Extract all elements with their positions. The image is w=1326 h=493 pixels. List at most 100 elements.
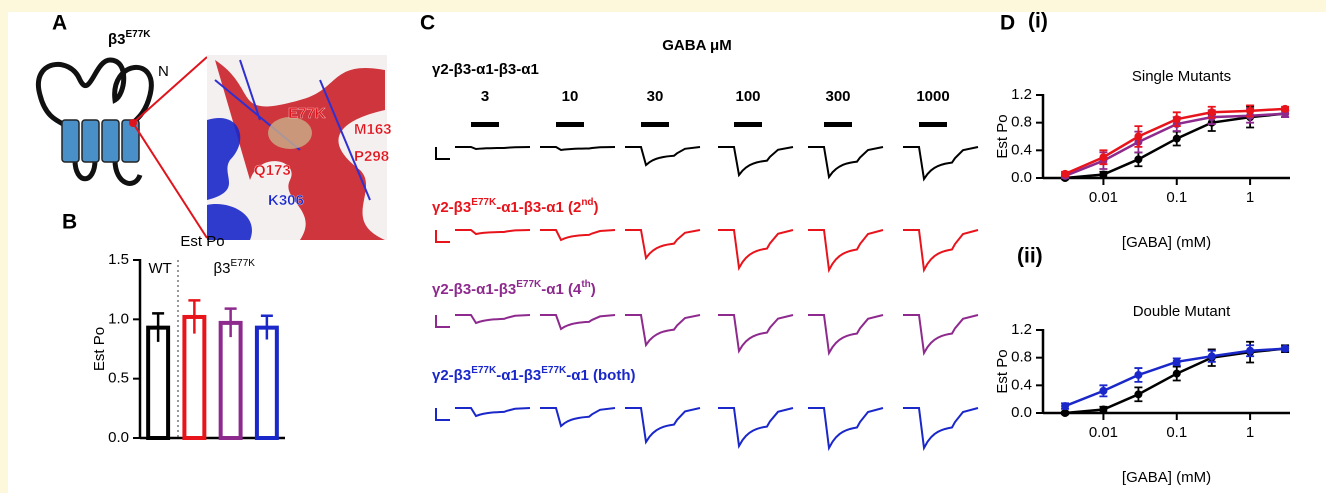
- annotation: WT: [148, 260, 171, 277]
- text-segment: th: [581, 279, 590, 290]
- text-segment: nd: [581, 197, 593, 208]
- data-point: [1099, 405, 1108, 414]
- current-trace: [718, 146, 794, 178]
- annotation-text: β3: [214, 260, 231, 277]
- text-segment: E77K: [541, 365, 567, 376]
- data-point: [1134, 370, 1143, 379]
- text-segment: E77K: [471, 197, 497, 208]
- error-bar: [260, 314, 273, 340]
- text-segment: γ2-β3-α1-β3: [432, 281, 516, 298]
- current-trace: [455, 146, 531, 151]
- current-trace: [808, 407, 884, 452]
- concentration: 100: [735, 88, 760, 105]
- current-trace: [718, 314, 794, 354]
- y-axis-label: Est Po: [994, 349, 1011, 393]
- annotation: β3E77K: [214, 258, 256, 277]
- chart-label: (i): [1028, 10, 1048, 33]
- x-tick-label: 0.1: [1166, 424, 1187, 441]
- data-point: [1207, 108, 1216, 117]
- protein-loop: [72, 159, 143, 186]
- data-point: [1281, 104, 1290, 113]
- data-point: [1061, 402, 1070, 411]
- construct-label: γ2-β3E77K-α1-β3-α1 (2nd): [432, 197, 599, 216]
- current-trace: [625, 146, 701, 167]
- current-trace: [903, 146, 979, 182]
- text-segment: γ2-β3: [432, 199, 471, 216]
- terminus: N: [158, 63, 169, 80]
- x-tick-label: 0.01: [1089, 424, 1118, 441]
- text-segment: ): [594, 199, 599, 216]
- structure-image: [207, 55, 387, 240]
- current-trace: [540, 229, 616, 242]
- text-segment: γ2-β3: [432, 367, 471, 384]
- panel-label: A: [52, 12, 67, 35]
- x-axis-label: [GABA] (mM): [1122, 234, 1211, 251]
- concentration: 3: [481, 88, 489, 105]
- construct-label: γ2-β3-α1-β3-α1: [432, 61, 539, 78]
- zoom-line: [132, 56, 208, 124]
- y-axis-label: Est Po: [91, 327, 108, 371]
- data-point: [1061, 409, 1070, 417]
- data-point: [1246, 106, 1255, 115]
- y-tick-label: 1.0: [108, 310, 129, 327]
- data-point: [1134, 132, 1143, 141]
- scale-bar: [435, 230, 450, 243]
- residue-label: P298: [354, 148, 389, 165]
- chart-title: Est Po: [180, 233, 224, 250]
- axis-title: GABA μM: [662, 37, 731, 54]
- current-trace: [455, 229, 531, 236]
- protein: β3: [108, 31, 126, 48]
- data-point: [1172, 357, 1181, 366]
- concentration: 30: [647, 88, 664, 105]
- panel-label: C: [420, 12, 435, 35]
- y-tick-label: 0.8: [1011, 114, 1032, 131]
- text-segment: ): [591, 281, 596, 298]
- text-segment: -α1-β3: [496, 367, 541, 384]
- y-tick-label: 0.4: [1011, 141, 1032, 158]
- application-bar: [734, 122, 762, 127]
- current-trace: [903, 314, 979, 357]
- current-trace: [625, 407, 701, 445]
- tm-domains: [61, 119, 140, 163]
- application-bar: [824, 122, 852, 127]
- data-point: [1134, 155, 1143, 164]
- concentration: 300: [825, 88, 850, 105]
- annotation-sup: E77K: [231, 258, 256, 269]
- concentration: 1000: [916, 88, 949, 105]
- x-axis-label: [GABA] (mM): [1122, 469, 1211, 486]
- data-point: [1172, 134, 1181, 143]
- data-point: [1099, 153, 1108, 162]
- annotation-text: WT: [148, 260, 171, 277]
- error-bar: [188, 299, 201, 334]
- zoom-line: [132, 122, 208, 239]
- construct-label: γ2-β3E77K-α1-β3E77K-α1 (both): [432, 365, 635, 384]
- current-trace: [540, 314, 616, 331]
- application-bar: [919, 122, 947, 127]
- current-trace: [540, 146, 616, 152]
- current-trace: [718, 229, 794, 272]
- current-trace: [808, 229, 884, 274]
- scale-bar: [435, 408, 450, 421]
- scale-bar: [435, 315, 450, 328]
- data-point: [1172, 115, 1181, 124]
- concentration: 10: [562, 88, 579, 105]
- current-trace: [540, 407, 616, 428]
- y-tick-label: 0.8: [1011, 349, 1032, 366]
- error-bar: [152, 312, 165, 342]
- data-point: [1134, 390, 1143, 399]
- current-trace: [903, 229, 979, 274]
- y-tick-label: 0.0: [1011, 404, 1032, 421]
- chart-label: (ii): [1017, 245, 1043, 268]
- x-tick-label: 1: [1246, 424, 1254, 441]
- y-tick-label: 0.0: [108, 429, 129, 446]
- construct-label: γ2-β3-α1-β3E77K-α1 (4th): [432, 279, 596, 298]
- residue-label: K306: [268, 192, 304, 209]
- residue-label: M163: [354, 121, 392, 138]
- panel-label: D: [1000, 12, 1015, 35]
- y-tick-label: 0.0: [1011, 169, 1032, 186]
- current-trace: [808, 314, 884, 357]
- data-point: [1281, 344, 1290, 353]
- x-tick-label: 0.1: [1166, 189, 1187, 206]
